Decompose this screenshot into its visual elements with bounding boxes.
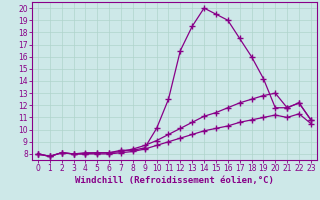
X-axis label: Windchill (Refroidissement éolien,°C): Windchill (Refroidissement éolien,°C) (75, 176, 274, 185)
